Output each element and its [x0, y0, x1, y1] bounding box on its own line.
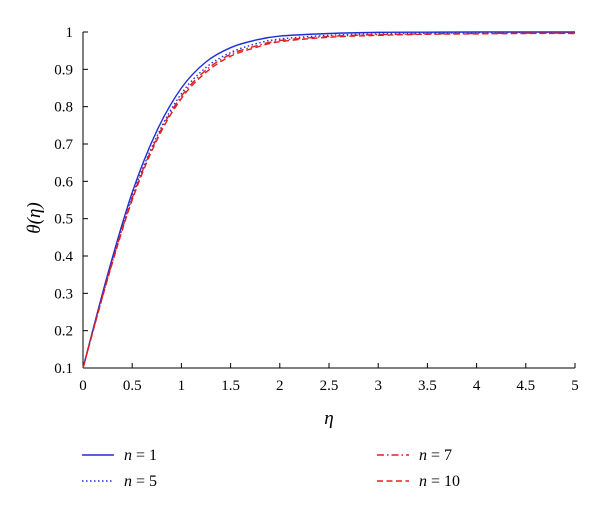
legend-var: n — [124, 473, 132, 490]
x-tick-label: 1.5 — [221, 378, 240, 394]
legend-item: n = 7 — [377, 447, 452, 464]
legend-eq: = — [427, 447, 444, 464]
y-tick-label: 0.4 — [54, 249, 73, 265]
x-tick-label: 2 — [276, 378, 284, 394]
legend-label: n = 7 — [419, 447, 452, 464]
series-line-3 — [82, 32, 576, 369]
y-tick-label: 0.1 — [54, 361, 73, 377]
legend-var: n — [419, 473, 427, 490]
x-tick-label: 3 — [374, 378, 382, 394]
x-tick-label: 2.5 — [320, 378, 339, 394]
y-tick-label: 0.2 — [54, 324, 73, 340]
y-tick-label: 1 — [66, 25, 74, 41]
legend-num: 5 — [149, 473, 157, 490]
legend-num: 10 — [444, 473, 460, 490]
legend-num: 7 — [444, 447, 452, 464]
y-tick-label: 0.3 — [54, 286, 73, 302]
x-tick-label: 4.5 — [516, 378, 535, 394]
legend-var: n — [124, 447, 132, 464]
legend-item: n = 10 — [377, 473, 460, 490]
x-tick-label: 1 — [178, 378, 186, 394]
legend-num: 1 — [149, 447, 157, 464]
y-tick-label: 0.6 — [54, 174, 73, 190]
legend-eq: = — [132, 447, 149, 464]
series-line-1 — [82, 31, 575, 369]
axes: 0 0.5 1 1.5 2 2.5 3 3.5 4 4.5 5 0.1 0.2 0.3 0.4 0.5 0.6 0… — [54, 25, 579, 394]
legend: n = 1n = 5n = 7n = 10 — [82, 447, 460, 490]
legend-eq: = — [132, 473, 149, 490]
series-line-2 — [82, 31, 576, 369]
y-axis-title: θ(η) — [24, 202, 45, 233]
x-tick-label: 4 — [473, 378, 481, 394]
legend-var: n — [419, 447, 427, 464]
legend-label: n = 10 — [419, 473, 460, 490]
y-tick-label: 0.9 — [54, 62, 73, 78]
y-tick-label: 0.7 — [54, 137, 73, 153]
legend-label: n = 5 — [124, 473, 157, 490]
x-tick-label: 3.5 — [418, 378, 437, 394]
legend-item: n = 5 — [82, 473, 157, 490]
x-tick-label: 0.5 — [123, 378, 142, 394]
x-tick-label: 0 — [79, 378, 87, 394]
legend-label: n = 1 — [124, 447, 157, 464]
y-tick-label: 0.5 — [54, 212, 73, 228]
legend-item: n = 1 — [82, 447, 157, 464]
legend-eq: = — [427, 473, 444, 490]
x-axis-title: η — [324, 408, 333, 429]
series-line-4 — [82, 32, 576, 369]
series-layer — [82, 31, 576, 369]
y-tick-label: 0.8 — [54, 100, 73, 116]
x-tick-label: 5 — [571, 378, 579, 394]
